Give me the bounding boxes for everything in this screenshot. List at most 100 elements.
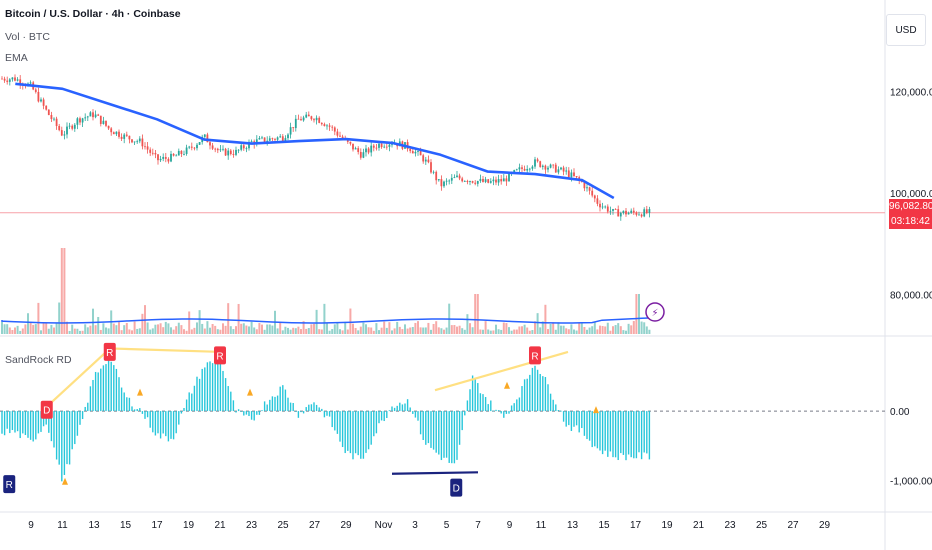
candle-body (274, 139, 276, 140)
osc-bar (198, 378, 201, 412)
volume-bar (341, 330, 344, 334)
osc-bar (107, 355, 110, 412)
alert-triangle-icon (504, 381, 510, 389)
volume-bar (136, 328, 139, 334)
candle-body (609, 210, 612, 212)
volume-bar (172, 329, 175, 334)
candle-body (352, 143, 354, 150)
osc-bar (630, 411, 632, 458)
candle-body (359, 151, 362, 158)
volume-bar (240, 323, 243, 334)
candle-body (289, 127, 292, 135)
volume-bar (292, 327, 295, 334)
candle-body (271, 138, 274, 140)
candle-body (60, 130, 63, 136)
osc-bar (594, 411, 596, 447)
candle-body (573, 172, 575, 177)
osc-bar (458, 411, 461, 445)
volume-bar (185, 330, 188, 334)
osc-bar (139, 408, 141, 412)
candle-body (287, 134, 289, 139)
candle-body (471, 181, 474, 183)
volume-bar (482, 329, 484, 334)
osc-bar (266, 404, 268, 412)
volume-bar (406, 328, 409, 334)
volume-bar (79, 330, 81, 334)
ema-line (15, 82, 615, 200)
volume-bar (105, 327, 107, 334)
candle-body (604, 206, 607, 208)
currency-scale-button[interactable]: USD (886, 14, 926, 46)
osc-bar (638, 411, 640, 453)
volume-bar (445, 327, 448, 334)
volume-bar (541, 321, 544, 334)
volume-bar (284, 326, 287, 334)
osc-bar (1, 411, 3, 434)
volume-bar (515, 329, 518, 334)
time-axis-label: 3 (412, 520, 418, 531)
volume-bar (354, 327, 357, 334)
osc-bar (625, 411, 627, 461)
candle-body (151, 152, 154, 154)
volume-bar (287, 327, 289, 334)
osc-bar (232, 400, 235, 412)
volume-bar (383, 321, 386, 334)
osc-bar (94, 371, 97, 412)
volume-bar (401, 329, 404, 334)
alert-triangle-icon (593, 406, 599, 414)
osc-bar (123, 392, 125, 412)
osc-bar (354, 411, 357, 454)
volume-bar (279, 322, 282, 334)
osc-bar (245, 411, 248, 415)
osc-bar (76, 411, 79, 436)
volume-bar (92, 308, 94, 334)
time-axis-label: 17 (630, 520, 642, 531)
osc-bar (219, 358, 222, 412)
osc-bar (178, 411, 180, 425)
candle-body (242, 145, 245, 149)
volume-bar (206, 321, 209, 334)
volume-bar (432, 323, 435, 334)
candle-body (146, 146, 149, 150)
volume-bar (193, 327, 196, 334)
candle-body (341, 136, 344, 139)
volume-bar (474, 294, 477, 334)
osc-bar (482, 394, 484, 412)
osc-bar (133, 409, 136, 412)
candle-body (445, 180, 448, 182)
osc-bar (120, 387, 123, 412)
candle-body (133, 141, 136, 143)
osc-bar (334, 411, 336, 431)
candle-body (315, 117, 318, 121)
volume-bar (479, 329, 482, 334)
candle-body (469, 181, 471, 182)
osc-bar (531, 367, 534, 412)
volume-bar (518, 326, 521, 334)
osc-bar (500, 411, 502, 414)
time-axis-label: 21 (693, 520, 705, 531)
candle-body (284, 138, 287, 141)
volume-bar (81, 330, 84, 334)
osc-bar (627, 411, 630, 455)
osc-bar (443, 411, 445, 458)
bear-divergence-line (109, 347, 223, 354)
volume-bar (8, 327, 11, 334)
volume-bar (131, 330, 133, 334)
osc-bar (240, 411, 242, 412)
osc-bar (287, 397, 289, 412)
volume-bar (118, 322, 120, 334)
candle-body (206, 134, 209, 143)
last-price-tag: 96,082.80 (889, 199, 932, 214)
volume-bar (643, 322, 646, 334)
osc-bar (635, 411, 638, 459)
osc-bar (19, 411, 21, 439)
volume-bar (268, 324, 271, 334)
volume-bar (16, 325, 19, 334)
volume-bar (27, 313, 29, 334)
volume-bar (648, 329, 651, 334)
osc-bar (9, 411, 11, 434)
osc-bar (222, 370, 224, 412)
osc-bar (466, 400, 469, 412)
time-axis-label: 13 (567, 520, 579, 531)
